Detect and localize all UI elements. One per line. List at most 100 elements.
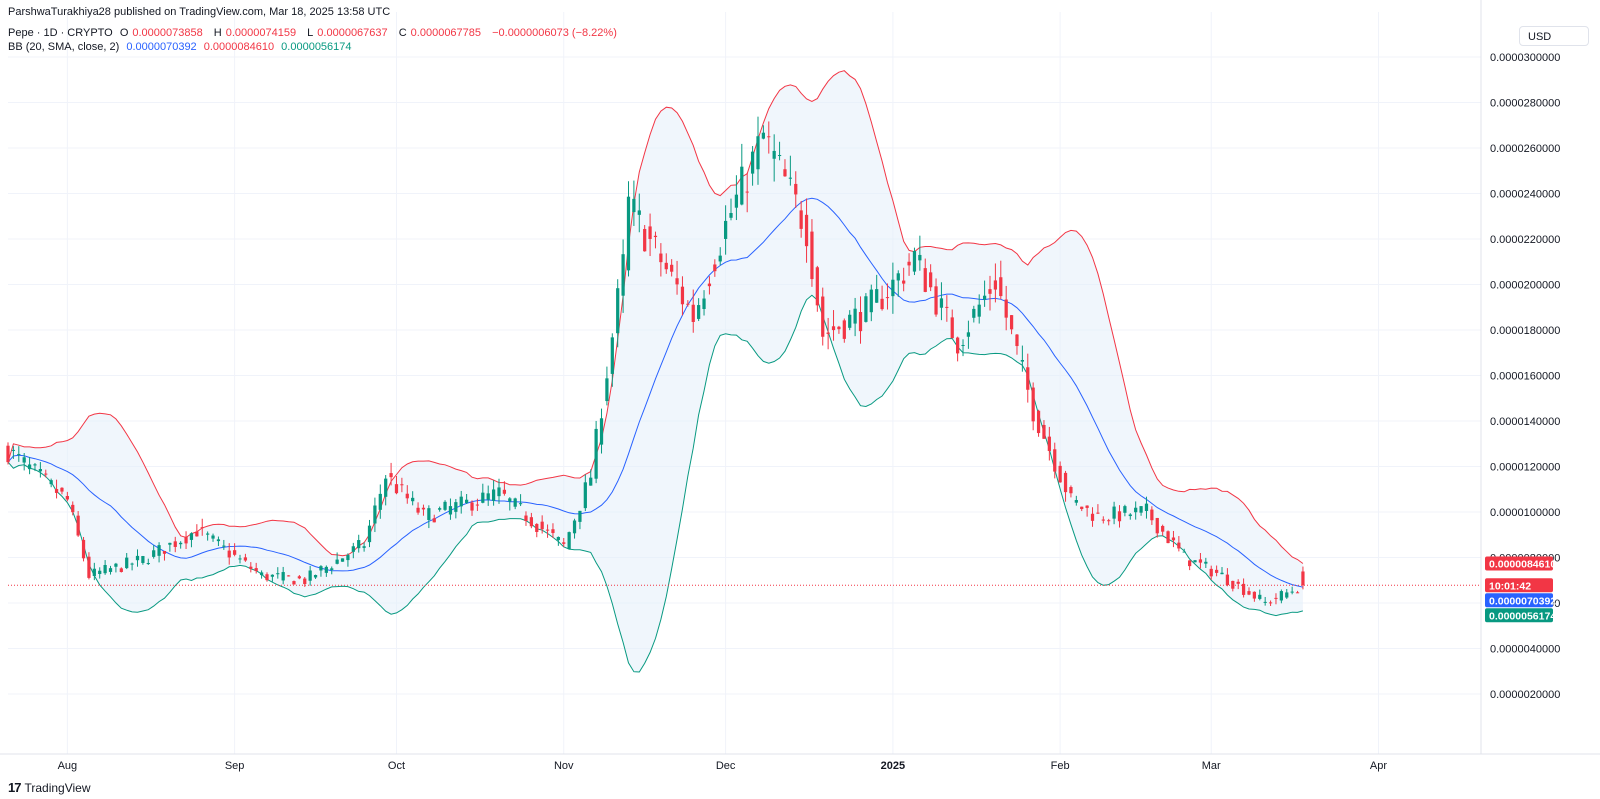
candle: [1080, 506, 1084, 512]
tradingview-logo[interactable]: 17 TradingView: [8, 780, 91, 795]
candle-body: [518, 503, 523, 505]
candle: [1134, 501, 1138, 520]
candle-body: [438, 508, 442, 510]
candle-body: [1150, 509, 1154, 521]
candle-body: [750, 151, 755, 174]
candle-body: [373, 505, 377, 524]
candle-body: [254, 568, 258, 572]
candle-body: [616, 288, 620, 334]
candle-body: [632, 198, 636, 213]
candle: [491, 480, 496, 506]
candle: [357, 534, 361, 553]
candle-body: [222, 545, 226, 547]
candle-body: [896, 273, 900, 281]
candle: [545, 524, 550, 538]
candle-body: [179, 542, 183, 545]
candle: [378, 484, 382, 519]
candle: [1166, 530, 1170, 544]
candle: [276, 567, 280, 579]
candle: [934, 278, 938, 317]
candle-body: [621, 254, 625, 296]
candle: [589, 469, 593, 486]
candle: [81, 536, 86, 562]
candle: [168, 542, 172, 552]
candle: [432, 514, 436, 523]
candle-body: [578, 510, 582, 522]
candle: [972, 305, 976, 323]
x-tick-label: Aug: [58, 760, 78, 772]
candle: [1161, 524, 1165, 536]
candle: [454, 498, 458, 519]
candle-body: [421, 507, 426, 510]
low-value: L 0.0000067637: [307, 27, 391, 39]
candle: [1198, 553, 1203, 569]
candle-body: [837, 326, 841, 330]
candle-body: [367, 525, 372, 543]
candle: [670, 259, 674, 277]
candle-body: [1074, 500, 1078, 503]
candle: [939, 282, 944, 321]
candle: [475, 498, 480, 511]
candle-body: [1063, 472, 1068, 493]
candle: [405, 485, 409, 504]
symbol-label[interactable]: Pepe · 1D · CRYPTO: [8, 27, 113, 39]
x-tick-label: Nov: [554, 760, 574, 772]
open-value: O 0.0000073858: [120, 27, 207, 39]
candle: [648, 213, 652, 257]
candle-body: [659, 253, 663, 263]
candle: [875, 274, 879, 303]
x-tick-label: Mar: [1202, 760, 1221, 772]
candle: [119, 567, 123, 573]
candle-body: [195, 531, 199, 537]
candle-body: [1171, 537, 1176, 541]
candle-body: [945, 306, 949, 308]
candle: [346, 553, 350, 567]
candle: [1009, 315, 1014, 335]
candle: [513, 497, 517, 510]
candle: [108, 565, 113, 575]
y-tick-label: 0.0000100000: [1490, 507, 1560, 519]
candle-body: [1058, 465, 1062, 483]
y-tick-label: 0.0000160000: [1490, 371, 1560, 383]
candle: [157, 542, 161, 563]
bb-indicator-label[interactable]: BB (20, SMA, close, 2): [8, 41, 120, 53]
candle: [54, 479, 59, 499]
candle: [907, 253, 911, 276]
candle: [103, 560, 107, 575]
candle-body: [1279, 591, 1283, 601]
candle-body: [831, 326, 836, 331]
bb-upper-value: 0.0000084610: [203, 41, 275, 53]
lower-band-price-label-box: [1485, 608, 1553, 623]
y-tick-label: 0.0000200000: [1490, 280, 1560, 292]
candle: [1204, 557, 1208, 569]
candle: [723, 205, 728, 255]
candle: [162, 550, 167, 561]
candle-body: [1182, 551, 1186, 553]
candle: [826, 317, 830, 350]
candle: [335, 552, 339, 565]
candle: [184, 531, 188, 549]
candle: [308, 565, 312, 586]
candle-body: [276, 573, 280, 575]
candle: [1020, 345, 1024, 372]
candle-body: [783, 169, 787, 177]
candle-body: [626, 196, 631, 271]
candle: [195, 524, 199, 537]
candle: [1285, 588, 1289, 599]
close-label: C: [398, 27, 407, 39]
candle-body: [1036, 410, 1041, 434]
candle-body: [1214, 569, 1219, 573]
candle: [799, 200, 803, 238]
candle-body: [810, 231, 814, 280]
candle: [130, 562, 134, 571]
candle: [17, 446, 21, 462]
currency-button[interactable]: USD: [1519, 26, 1589, 46]
lower-band-price-label-text: 0.0000056174: [1489, 610, 1556, 622]
candle: [1290, 586, 1294, 595]
candle: [567, 531, 571, 550]
candle-body: [87, 556, 91, 578]
candle: [1177, 536, 1181, 552]
candle-body: [545, 529, 550, 531]
candle: [1058, 461, 1062, 483]
